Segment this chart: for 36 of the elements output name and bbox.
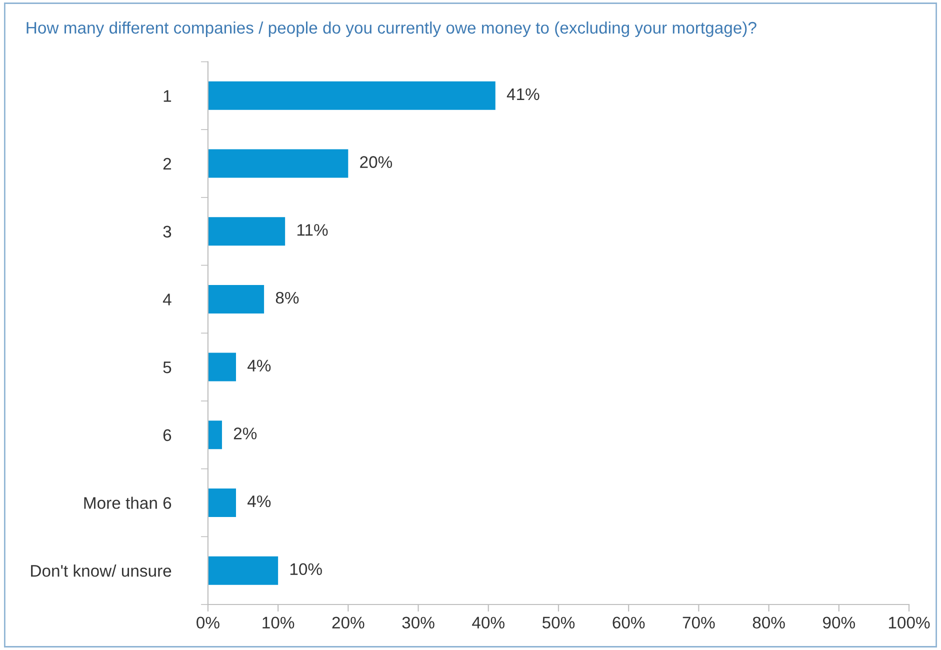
x-tick-label: 70% xyxy=(682,616,715,629)
x-tick-label: 80% xyxy=(752,616,785,629)
x-tick-label: 30% xyxy=(402,616,434,629)
data-label: 4% xyxy=(247,360,271,372)
y-tick-label: More than 6 xyxy=(84,496,172,509)
chart-title: How many different companies / people do you currently owe money to (excluding your mortgage)? xyxy=(26,21,756,38)
y-tick-label: 1 xyxy=(164,90,172,102)
y-tick-label: 6 xyxy=(163,429,172,442)
data-label: 8% xyxy=(276,292,299,304)
bar xyxy=(208,420,222,450)
data-label: 4% xyxy=(247,495,271,508)
bar xyxy=(208,81,496,110)
x-tick-label: 100% xyxy=(888,616,930,629)
x-tick-label: 50% xyxy=(542,616,575,629)
y-tick-label: Don't know/ unsure xyxy=(31,564,172,577)
bar xyxy=(208,284,264,314)
bar xyxy=(208,149,348,178)
bar xyxy=(208,556,278,585)
data-label: 10% xyxy=(290,563,322,576)
x-tick-label: 60% xyxy=(612,616,645,629)
y-tick-label: 2 xyxy=(163,158,172,170)
y-tick-label: 3 xyxy=(163,226,172,238)
x-tick-label: 10% xyxy=(262,616,294,629)
x-tick-label: 40% xyxy=(472,616,504,629)
data-label: 20% xyxy=(360,156,392,168)
x-tick-label: 0% xyxy=(196,616,220,629)
y-tick-label: 4 xyxy=(162,294,172,306)
x-tick-label: 20% xyxy=(332,616,364,629)
data-label: 2% xyxy=(234,428,257,440)
data-label: 11% xyxy=(297,224,328,236)
bar xyxy=(208,352,236,382)
bar xyxy=(208,488,236,517)
bar xyxy=(208,217,286,246)
y-tick-label: 5 xyxy=(163,362,172,374)
data-label: 41% xyxy=(506,88,540,100)
x-tick-label: 90% xyxy=(823,616,855,629)
